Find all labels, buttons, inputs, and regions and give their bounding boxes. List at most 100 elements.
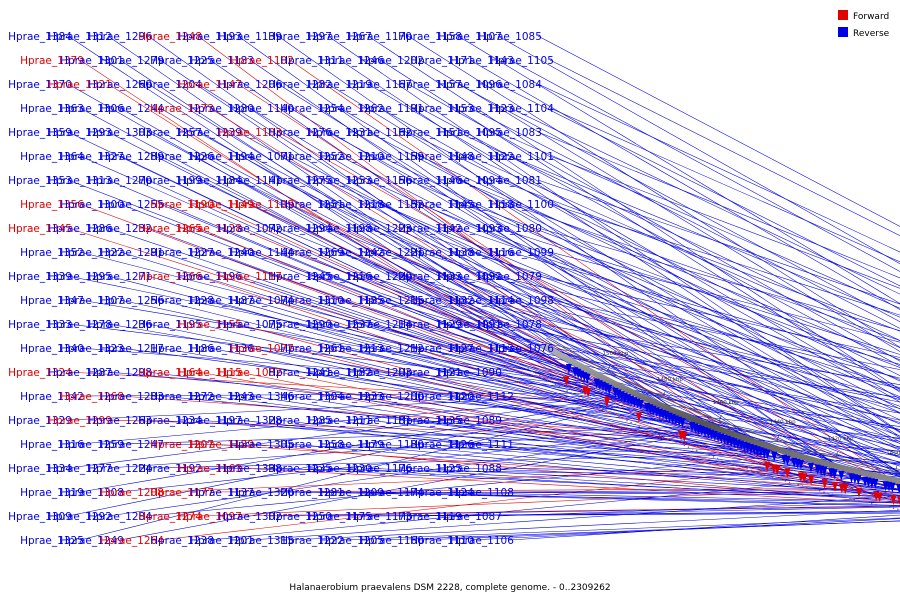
label-connector	[237, 419, 900, 491]
forward-gene-arrow	[774, 465, 781, 476]
label-connector	[419, 203, 900, 397]
gene-label: Hprae_1128	[178, 223, 242, 235]
gene-label: Hprae_1113	[450, 343, 514, 355]
label-connector	[79, 392, 616, 397]
gene-label: Hprae_1333	[8, 319, 72, 331]
label-connector	[67, 400, 632, 517]
gene-label: Hprae_1142	[398, 223, 462, 235]
gene-label: Hprae_1241	[268, 367, 332, 379]
forward-gene-arrow	[801, 473, 808, 484]
ring-dot	[700, 451, 702, 453]
ring-dot	[721, 459, 723, 461]
ring-dot	[866, 502, 868, 504]
label-connector	[497, 131, 900, 309]
gene-label: Hprae_1116	[450, 247, 514, 259]
ring-dot	[712, 456, 715, 458]
gene-label: Hprae_1157	[398, 79, 462, 91]
gene-label: Hprae_1285	[268, 415, 332, 427]
legend-reverse-label: Reverse	[853, 29, 890, 39]
label-connector	[407, 227, 900, 407]
gene-label: Hprae_1076	[490, 343, 554, 355]
label-connector	[407, 323, 900, 440]
forward-gene-arrow	[604, 397, 610, 408]
reverse-gene-arrow	[771, 451, 778, 462]
gene-label: Hprae_1146	[398, 175, 462, 187]
reverse-gene-arrow	[872, 479, 879, 489]
gene-label: Hprae_1338	[218, 463, 282, 475]
gene-label: Hprae_1301	[60, 55, 124, 67]
label-connector	[379, 491, 900, 506]
ring-dot	[810, 487, 812, 490]
gene-label: Hprae_1311	[280, 55, 344, 67]
ring-dot	[671, 439, 673, 442]
label-connector	[327, 511, 900, 517]
label-connector	[119, 429, 699, 493]
gene-label: Hprae_1236	[88, 319, 152, 331]
gene-label: Hprae_1170	[348, 31, 412, 43]
ring-dot	[776, 477, 778, 480]
gene-label: Hprae_1097	[178, 511, 242, 523]
gene-label: Hprae_1231	[308, 127, 372, 139]
gene-label: Hprae_1179	[320, 439, 384, 451]
label-connector	[457, 467, 900, 485]
gene-label: Hprae_1356	[20, 199, 84, 211]
label-connector	[509, 514, 900, 541]
gene-label: Hprae_1199	[138, 175, 202, 187]
gene-label: Hprae_1139	[218, 31, 282, 43]
gene-label: Hprae_1078	[478, 319, 542, 331]
gene-label: Hprae_1238	[150, 535, 214, 547]
axis-tick-label: 1500 kbp	[602, 351, 628, 357]
ring-dot	[626, 420, 628, 422]
axis-ticks: 1500 kbp 1480 kbp 1460 kbp 1440 kbp 1420 kbp…	[602, 351, 900, 473]
ring-dot	[642, 427, 644, 429]
gene-label: Hprae_1289	[100, 151, 164, 163]
label-connector	[197, 179, 802, 466]
gene-label: Hprae_1214	[348, 319, 412, 331]
gene-label: Hprae_1077	[230, 343, 294, 355]
outer-dotted-ring	[527, 368, 899, 510]
gene-label: Hprae_1265	[138, 223, 202, 235]
gene-label: Hprae_1197	[178, 415, 242, 427]
gene-label: Hprae_1384	[8, 31, 72, 43]
label-connector	[119, 431, 706, 541]
ring-dot	[570, 392, 572, 394]
label-connector	[469, 107, 900, 329]
gene-label: Hprae_1211	[308, 415, 372, 427]
gene-label: Hprae_1325	[20, 535, 84, 547]
reverse-gene-arrow	[565, 364, 572, 374]
gene-label: Hprae_1085	[478, 31, 542, 43]
label-connector	[469, 491, 900, 497]
gene-label: Hprae_1315	[230, 535, 294, 547]
forward-gene-arrow	[563, 376, 570, 387]
axis-tick-mark	[719, 414, 722, 421]
gene-label: Hprae_1275	[268, 175, 332, 187]
gene-label: Hprae_1262	[320, 103, 384, 115]
label-connector	[327, 179, 900, 449]
gene-label: Hprae_1164	[138, 367, 202, 379]
gene-label: Hprae_1187	[190, 295, 254, 307]
gene-label: Hprae_1313	[48, 175, 112, 187]
gene-label: Hprae_1250	[268, 511, 332, 523]
gene-label: Hprae_1106	[450, 535, 514, 547]
gene-label: Hprae_1284	[88, 511, 152, 523]
ring-dot	[646, 429, 649, 431]
label-connector	[457, 131, 900, 341]
label-connector	[107, 430, 702, 517]
gene-label: Hprae_1117	[218, 271, 282, 283]
reverse-gene-arrow	[784, 455, 791, 466]
label-connector	[289, 59, 900, 486]
label-connector	[497, 227, 900, 355]
label-connector	[327, 275, 900, 463]
gene-label: Hprae_1099	[490, 247, 554, 259]
label-connector	[509, 203, 900, 341]
label-connector	[379, 251, 900, 437]
gene-label: Hprae_1298	[88, 367, 152, 379]
gene-label: Hprae_1191	[360, 103, 424, 115]
forward-gene-arrow	[585, 387, 592, 398]
label-connector	[379, 443, 900, 491]
ring-dot	[590, 402, 592, 404]
label-connector	[419, 520, 900, 541]
gene-label: Hprae_1235	[268, 463, 332, 475]
ring-dot	[797, 484, 799, 486]
ring-dot	[558, 385, 560, 388]
